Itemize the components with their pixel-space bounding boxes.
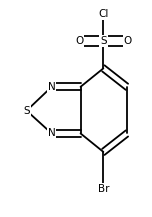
Text: O: O — [75, 36, 83, 46]
Text: Br: Br — [98, 184, 109, 194]
Text: Cl: Cl — [98, 9, 109, 19]
Text: S: S — [100, 36, 107, 46]
Text: N: N — [48, 128, 55, 138]
Text: S: S — [23, 106, 30, 116]
Text: N: N — [48, 82, 55, 92]
Text: O: O — [124, 36, 132, 46]
